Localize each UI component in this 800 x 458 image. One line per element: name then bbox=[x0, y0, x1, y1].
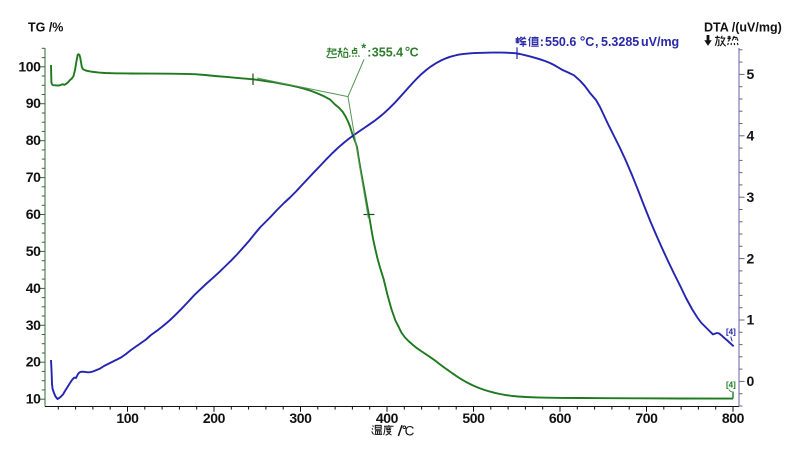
svg-text:355.4: 355.4 bbox=[372, 46, 403, 60]
svg-text:2: 2 bbox=[747, 250, 755, 266]
svg-text:100: 100 bbox=[116, 410, 139, 426]
svg-text:10: 10 bbox=[26, 391, 41, 407]
svg-text:uV/mg: uV/mg bbox=[641, 35, 679, 49]
svg-text:20: 20 bbox=[26, 354, 41, 370]
svg-text:500: 500 bbox=[462, 410, 485, 426]
svg-text:700: 700 bbox=[635, 410, 658, 426]
svg-text:70: 70 bbox=[26, 169, 41, 185]
svg-text:C: C bbox=[585, 35, 594, 49]
svg-text:550.6: 550.6 bbox=[545, 35, 576, 49]
svg-text:,: , bbox=[595, 35, 598, 49]
svg-text:C: C bbox=[405, 424, 415, 439]
svg-text:5.3285: 5.3285 bbox=[601, 35, 639, 49]
svg-text:400: 400 bbox=[376, 410, 399, 426]
svg-text:300: 300 bbox=[289, 410, 312, 426]
svg-text:3: 3 bbox=[747, 189, 755, 205]
svg-text:[4]: [4] bbox=[726, 328, 736, 337]
svg-text:4: 4 bbox=[747, 128, 755, 144]
svg-text::: : bbox=[367, 46, 371, 60]
svg-text:[4]: [4] bbox=[726, 381, 736, 390]
svg-text:5: 5 bbox=[747, 66, 755, 82]
svg-text:60: 60 bbox=[26, 206, 41, 222]
svg-text:30: 30 bbox=[26, 317, 41, 333]
svg-text:100: 100 bbox=[18, 58, 41, 74]
svg-text:50: 50 bbox=[26, 243, 41, 259]
svg-text:40: 40 bbox=[26, 280, 41, 296]
svg-text:*: * bbox=[361, 41, 366, 55]
svg-text::: : bbox=[540, 35, 544, 49]
svg-text:200: 200 bbox=[203, 410, 226, 426]
svg-text:600: 600 bbox=[549, 410, 572, 426]
svg-text:90: 90 bbox=[26, 95, 41, 111]
svg-text:0: 0 bbox=[747, 373, 755, 389]
svg-text:800: 800 bbox=[722, 410, 745, 426]
svg-text:DTA /(uV/mg): DTA /(uV/mg) bbox=[704, 21, 782, 35]
svg-text:80: 80 bbox=[26, 132, 41, 148]
svg-text:C: C bbox=[410, 46, 419, 60]
svg-text:1: 1 bbox=[747, 312, 755, 328]
svg-text:TG /%: TG /% bbox=[28, 21, 63, 35]
